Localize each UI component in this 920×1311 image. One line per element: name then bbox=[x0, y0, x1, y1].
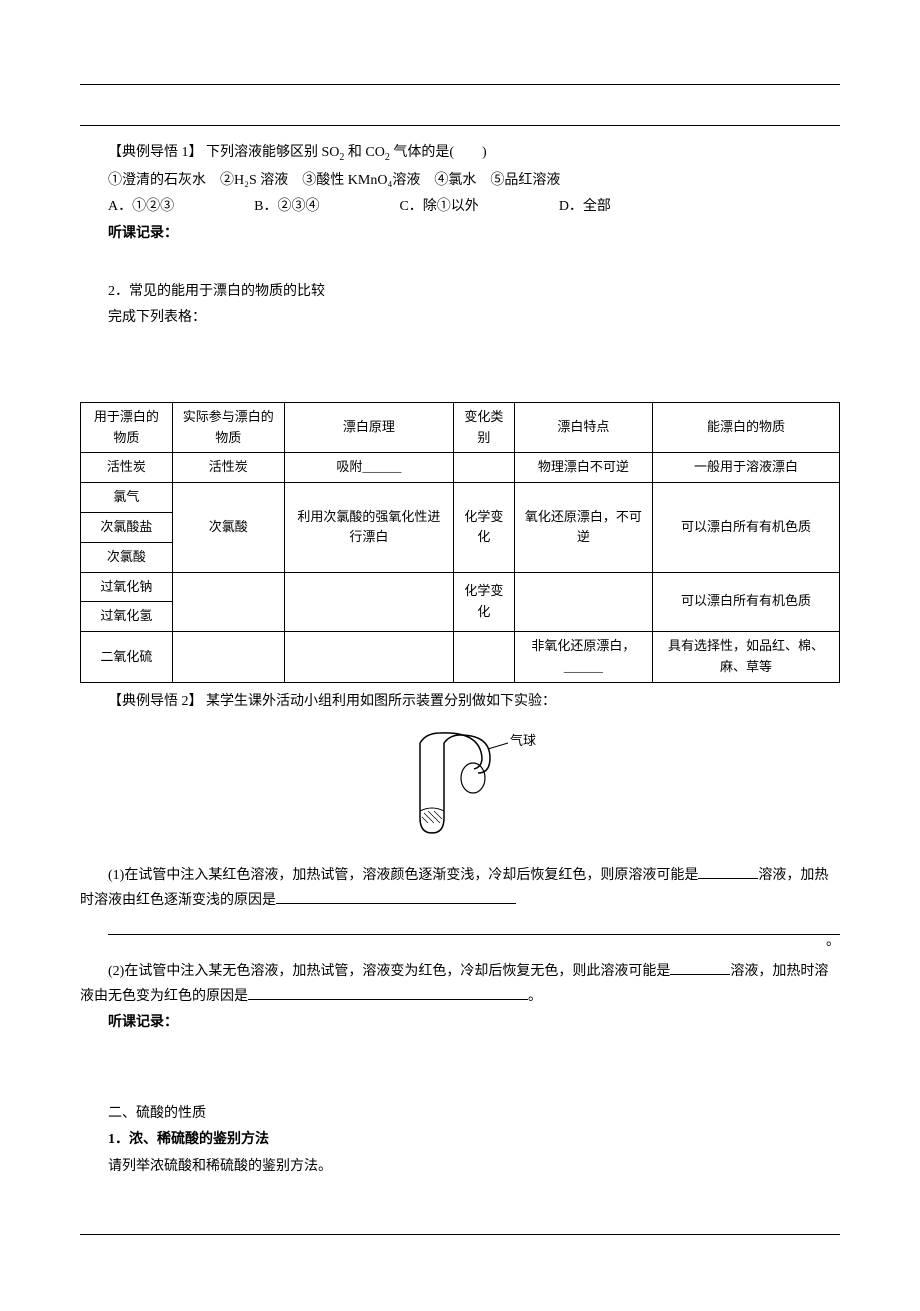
blank-line-top-2 bbox=[80, 101, 840, 126]
example1-items: ①澄清的石灰水 ②H₂S 溶液 ③酸性 KMnO₄溶液 ④氯水 ⑤品红溶液 bbox=[80, 170, 840, 192]
gap-1 bbox=[80, 249, 840, 277]
cell-r0c0: 活性炭 bbox=[81, 453, 173, 483]
th-0: 用于漂白的物质 bbox=[81, 402, 173, 453]
cell-r4c1 bbox=[172, 572, 284, 632]
q2-end: 。 bbox=[528, 989, 542, 1004]
cell-r4c4 bbox=[514, 572, 652, 632]
section-b-sub1: 1．浓、稀硫酸的鉴别方法 bbox=[80, 1129, 840, 1151]
cell-r6c1 bbox=[172, 632, 284, 683]
q2-prefix: (2)在试管中注入某无色溶液，加热试管，溶液变为红色，冷却后恢复无色，则此溶液可… bbox=[108, 964, 670, 979]
th-2: 漂白原理 bbox=[284, 402, 453, 453]
example2-header: 【典例导悟 2】 某学生课外活动小组利用如图所示装置分别做如下实验： bbox=[80, 691, 840, 713]
example1-q-suffix: 气体的是( ) bbox=[393, 145, 486, 160]
th-3: 变化类别 bbox=[453, 402, 514, 453]
cell-r0c1: 活性炭 bbox=[172, 453, 284, 483]
label-pointer-line bbox=[488, 743, 508, 749]
table-header-row: 用于漂白的物质 实际参与漂白的物质 漂白原理 变化类别 漂白特点 能漂白的物质 bbox=[81, 402, 840, 453]
cell-r3c0: 次氯酸 bbox=[81, 542, 173, 572]
option-a: A．①②③ bbox=[108, 196, 174, 218]
example1-q-prefix: 下列溶液能够区别 bbox=[206, 145, 318, 160]
co2-text: CO bbox=[365, 145, 384, 160]
hatch-line bbox=[422, 817, 428, 823]
blank-line-bottom bbox=[80, 1210, 840, 1235]
section2-title: 2．常见的能用于漂白的物质的比较 bbox=[80, 281, 840, 303]
example2-intro: 某学生课外活动小组利用如图所示装置分别做如下实验： bbox=[206, 694, 556, 709]
cell-r2c0: 次氯酸盐 bbox=[81, 512, 173, 542]
example2-notes-label: 听课记录： bbox=[80, 1012, 840, 1034]
cell-r0c4: 物理漂白不可逆 bbox=[514, 453, 652, 483]
cell-r1c1: 次氯酸 bbox=[172, 483, 284, 572]
cell-r1c3: 化学变化 bbox=[453, 483, 514, 572]
cell-r0c3 bbox=[453, 453, 514, 483]
cell-r1c2: 利用次氯酸的强氧化性进行漂白 bbox=[284, 483, 453, 572]
example1-notes-label: 听课记录： bbox=[80, 223, 840, 245]
example2-q2: (2)在试管中注入某无色溶液，加热试管，溶液变为红色，冷却后恢复无色，则此溶液可… bbox=[80, 958, 840, 1009]
liquid-surface bbox=[420, 808, 444, 833]
gap-2 bbox=[80, 334, 840, 394]
test-tube-outline bbox=[420, 743, 444, 833]
cell-r1c4: 氧化还原漂白，不可逆 bbox=[514, 483, 652, 572]
balloon-label: 气球 bbox=[510, 733, 536, 748]
example1-title: 【典例导悟 1】 bbox=[108, 145, 203, 160]
example2-q1: (1)在试管中注入某红色溶液，加热试管，溶液颜色逐渐变浅，冷却后恢复红色，则原溶… bbox=[80, 862, 840, 913]
q1-blank1 bbox=[698, 862, 758, 879]
cell-r0c2: 吸附______ bbox=[284, 453, 453, 483]
th-5: 能漂白的物质 bbox=[653, 402, 840, 453]
bleach-table: 用于漂白的物质 实际参与漂白的物质 漂白原理 变化类别 漂白特点 能漂白的物质 … bbox=[80, 402, 840, 683]
balloon-icon bbox=[461, 763, 485, 793]
cell-r1c5: 可以漂白所有有机色质 bbox=[653, 483, 840, 572]
table-row: 活性炭 活性炭 吸附______ 物理漂白不可逆 一般用于溶液漂白 bbox=[81, 453, 840, 483]
q2-blank1 bbox=[670, 958, 730, 975]
cell-r6c3 bbox=[453, 632, 514, 683]
cell-r6c2 bbox=[284, 632, 453, 683]
section-b-instruction: 请列举浓硫酸和稀硫酸的鉴别方法。 bbox=[80, 1156, 840, 1178]
cell-r6c5: 具有选择性，如品红、棉、麻、草等 bbox=[653, 632, 840, 683]
q1-end: 。 bbox=[80, 931, 840, 953]
cell-r4c5: 可以漂白所有有机色质 bbox=[653, 572, 840, 632]
th-1: 实际参与漂白的物质 bbox=[172, 402, 284, 453]
th-4: 漂白特点 bbox=[514, 402, 652, 453]
option-c: C．除①以外 bbox=[399, 196, 478, 218]
cell-r0c5: 一般用于溶液漂白 bbox=[653, 453, 840, 483]
tube-bend bbox=[444, 735, 490, 773]
option-d: D．全部 bbox=[559, 196, 611, 218]
q1-blank2 bbox=[276, 887, 516, 904]
section-b-title: 二、硫酸的性质 bbox=[80, 1103, 840, 1125]
blank-line-top-1 bbox=[80, 60, 840, 85]
table-row: 氯气 次氯酸 利用次氯酸的强氧化性进行漂白 化学变化 氧化还原漂白，不可逆 可以… bbox=[81, 483, 840, 513]
example1-question: 【典例导悟 1】 下列溶液能够区别 SO2 和 CO2 气体的是( ) bbox=[80, 142, 840, 166]
example2-title: 【典例导悟 2】 bbox=[108, 694, 203, 709]
hatch-line bbox=[428, 811, 440, 823]
diagram-svg: 气球 bbox=[360, 723, 560, 843]
cell-r5c0: 过氧化氢 bbox=[81, 602, 173, 632]
cell-r4c2 bbox=[284, 572, 453, 632]
so2-text: SO bbox=[322, 145, 340, 160]
hatch-line bbox=[424, 813, 434, 823]
cell-r6c0: 二氧化硫 bbox=[81, 632, 173, 683]
option-b: B．②③④ bbox=[254, 196, 319, 218]
cell-r1c0: 氯气 bbox=[81, 483, 173, 513]
so2-sub: 2 bbox=[339, 152, 344, 163]
table-row: 过氧化钠 化学变化 可以漂白所有有机色质 bbox=[81, 572, 840, 602]
co2-sub: 2 bbox=[385, 152, 390, 163]
cell-r4c3: 化学变化 bbox=[453, 572, 514, 632]
section2-instruction: 完成下列表格： bbox=[80, 307, 840, 329]
table-row: 二氧化硫 非氧化还原漂白，______ 具有选择性，如品红、棉、麻、草等 bbox=[81, 632, 840, 683]
gap-4 bbox=[80, 1182, 840, 1210]
q1-prefix: (1)在试管中注入某红色溶液，加热试管，溶液颜色逐渐变浅，冷却后恢复红色，则原溶… bbox=[108, 868, 698, 883]
q2-blank2 bbox=[248, 983, 528, 1000]
cell-r4c0: 过氧化钠 bbox=[81, 572, 173, 602]
example1-options: A．①②③ B．②③④ C．除①以外 D．全部 bbox=[80, 196, 840, 218]
cell-r6c4: 非氧化还原漂白，______ bbox=[514, 632, 652, 683]
test-tube-diagram: 气球 bbox=[80, 723, 840, 851]
and-text: 和 bbox=[348, 145, 362, 160]
gap-3 bbox=[80, 1039, 840, 1099]
